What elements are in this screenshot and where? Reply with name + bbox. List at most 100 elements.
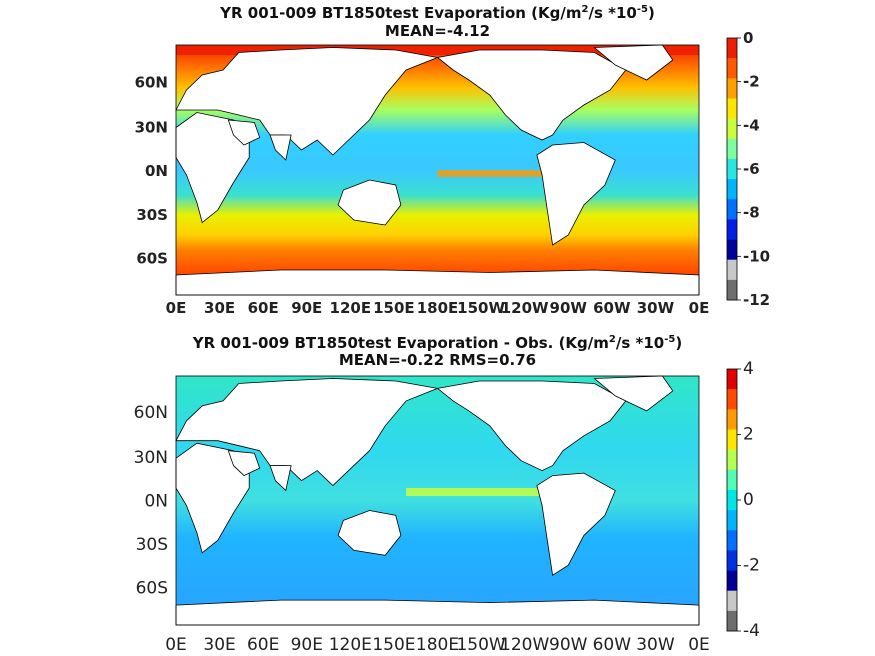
colorbar-segment	[727, 389, 737, 410]
y-tick-label: 0N	[145, 162, 168, 180]
x-tick-label: 0E	[166, 299, 187, 317]
y-tick-label: 30S	[136, 535, 168, 555]
map-1-group: 60N 30N 0N 30S 60S 0E 30E 60E 90E 120E 150E 180E150…	[135, 29, 771, 317]
colorbar-tick-label: -2	[743, 556, 760, 576]
colorbar-segment	[727, 239, 737, 260]
colorbar-segment	[727, 279, 737, 301]
panel-subtitle: MEAN=-0.22 RMS=0.76	[0, 351, 875, 369]
continent-north-america	[436, 49, 627, 141]
colorbar-segment	[727, 158, 737, 180]
continent-africa	[175, 112, 250, 224]
arctic-band	[176, 45, 699, 55]
colorbar-tick-label: -4	[743, 116, 760, 134]
title-sup: 2	[608, 334, 616, 345]
x-tick-label: 90W	[549, 635, 588, 655]
colorbar-tick-label: -6	[743, 160, 760, 178]
colorbar-segment	[727, 179, 737, 200]
title-sup: 2	[581, 4, 589, 15]
evaporation-diff-panel: YR 001-009 BT1850test Evaporation - Obs.…	[0, 330, 875, 656]
colorbar-segment	[727, 570, 737, 591]
colorbar-tick-label: 0	[743, 490, 754, 510]
colorbar-tick-label: -12	[743, 291, 770, 309]
colorbar-segment	[727, 409, 737, 430]
colorbar-segment	[727, 429, 737, 450]
colorbar-segment	[727, 138, 737, 160]
colorbar-tick-label: -4	[743, 621, 760, 641]
map-frame	[175, 375, 700, 626]
x-tick-label: 180E	[416, 635, 459, 655]
title-text: YR 001-009 BT1850test Evaporation - Obs.…	[192, 334, 609, 352]
panel-title: YR 001-009 BT1850test Evaporation (Kg/m2…	[0, 1, 875, 22]
colorbar-segment	[727, 118, 737, 140]
continent-india	[269, 465, 292, 492]
x-tick-label: 120W	[500, 635, 549, 655]
title-text-mid: /s *10	[615, 334, 665, 352]
x-tick-label: 30E	[203, 635, 235, 655]
mean-rms-text: MEAN=-0.22 RMS=0.76	[338, 351, 537, 369]
colorbar-segment	[727, 530, 737, 551]
colorbar-tick-label: 4	[743, 359, 754, 379]
colorbar-segment	[727, 610, 737, 632]
x-tick-label: 150W	[456, 635, 505, 655]
x-tick-label: 150E	[372, 635, 415, 655]
map-2-group: 60N 30N 0N 30S 60S 0E 30E 60E 90E 120E 150E 180E150…	[134, 359, 760, 655]
y-tick-label: 30S	[136, 206, 168, 224]
x-tick-label: 30E	[204, 299, 235, 317]
continent-south-america	[536, 472, 616, 576]
continent-africa	[175, 442, 250, 554]
colorbar-segment	[727, 78, 737, 99]
panel-subtitle: MEAN=-4.12	[0, 22, 875, 40]
x-tick-label: 0E	[165, 635, 187, 655]
equatorial-band	[406, 488, 543, 497]
x-tick-label: 150E	[373, 299, 415, 317]
x-tick-label: 60W	[593, 299, 631, 317]
x-tick-label: 90E	[291, 299, 322, 317]
x-tick-label: 90E	[291, 635, 323, 655]
x-tick-label: 90W	[550, 299, 588, 317]
title-text: YR 001-009 BT1850test Evaporation (Kg/m	[220, 4, 582, 22]
title-text-end: )	[647, 4, 655, 22]
title-sup: -5	[664, 334, 676, 345]
panel-title: YR 001-009 BT1850test Evaporation - Obs.…	[0, 331, 875, 352]
continent-arabia	[227, 119, 261, 146]
x-tick-label: 120W	[501, 299, 549, 317]
x-tick-label: 120E	[329, 635, 372, 655]
map-frame	[175, 44, 700, 296]
continent-greenland	[593, 375, 674, 412]
y-tick-label: 60S	[136, 579, 168, 599]
continent-europe-asia	[175, 378, 439, 487]
continent-south-america	[536, 142, 616, 246]
continent-arabia	[227, 450, 261, 477]
y-tick-label: 60S	[136, 250, 168, 268]
x-tick-label: 60E	[248, 299, 279, 317]
y-tick-label: 60N	[135, 73, 168, 91]
x-tick-label: 120E	[330, 299, 372, 317]
title-sup: -5	[636, 4, 648, 15]
continent-greenland	[593, 44, 674, 81]
colorbar-segment	[727, 510, 737, 531]
colorbar-tick-label: 0	[743, 29, 753, 47]
colorbar-tick-label: 2	[743, 425, 754, 445]
title-text-mid: /s *10	[588, 4, 637, 22]
colorbar-tick-label: -8	[743, 204, 760, 222]
continent-europe-asia	[175, 47, 439, 156]
continent-india	[269, 134, 292, 161]
colorbar-segment	[727, 219, 737, 240]
colorbar-tick-label: -2	[743, 73, 760, 91]
colorbar-segment	[727, 98, 737, 119]
colorbar-segment	[727, 38, 737, 59]
continent-australia	[337, 179, 402, 226]
colorbar-tick-label: -10	[743, 247, 770, 265]
x-tick-label: 60W	[593, 635, 632, 655]
y-tick-label: 30N	[135, 118, 168, 136]
y-tick-label: 0N	[144, 492, 168, 512]
colorbar-segment	[727, 449, 737, 471]
x-tick-label: 0E	[688, 635, 710, 655]
x-tick-label: 0E	[689, 299, 710, 317]
colorbar-segment	[727, 369, 737, 390]
x-tick-label: 30W	[636, 635, 675, 655]
continent-antarctica	[175, 269, 700, 296]
colorbar-segment	[727, 550, 737, 571]
colorbar-segment	[727, 58, 737, 79]
